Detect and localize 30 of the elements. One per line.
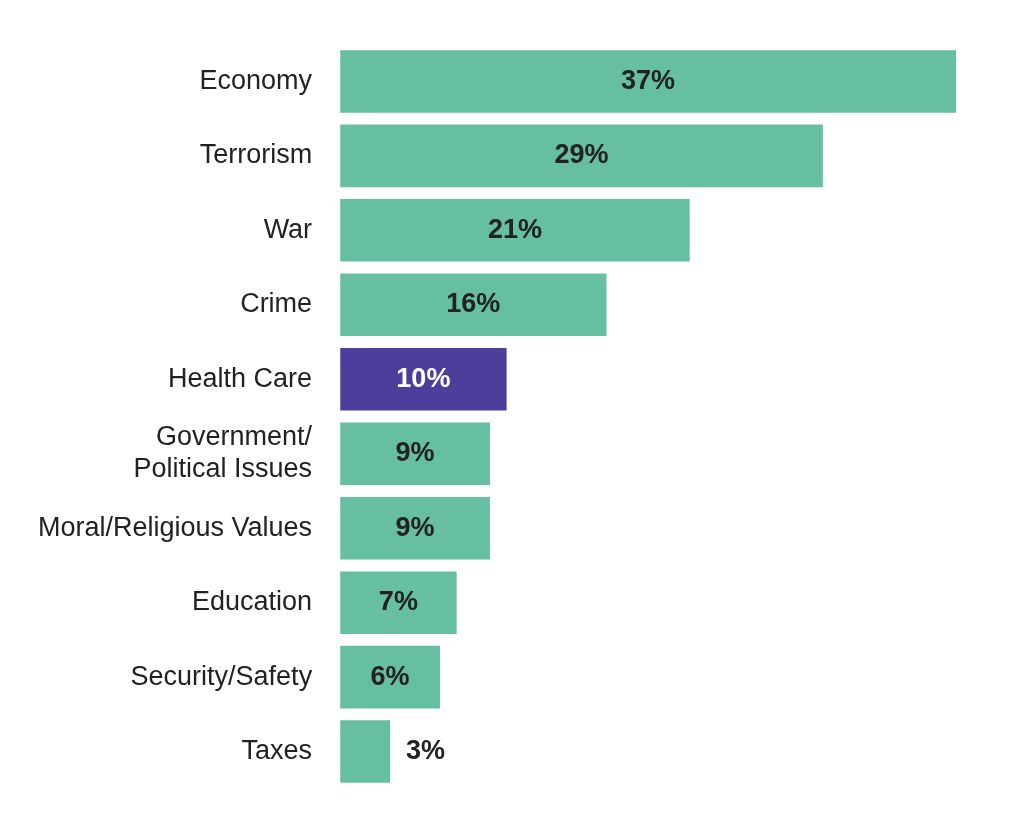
y-tick-label: Economy bbox=[199, 64, 313, 95]
bar bbox=[340, 273, 607, 337]
data-label: 7% bbox=[378, 586, 418, 617]
bar bbox=[340, 50, 957, 113]
y-tick-label: Moral/Religious Values bbox=[37, 511, 313, 542]
y-tick-label: Government/ Political Issues bbox=[133, 420, 313, 484]
bar bbox=[340, 124, 823, 188]
y-tick-label: Education bbox=[192, 586, 313, 617]
bar bbox=[340, 348, 507, 411]
y-tick-label: War bbox=[263, 213, 313, 244]
y-tick-label: Health Care bbox=[168, 362, 313, 393]
bar bbox=[340, 199, 690, 262]
data-label: 10% bbox=[396, 362, 451, 393]
data-label: 37% bbox=[621, 64, 676, 95]
bar bbox=[340, 720, 391, 783]
data-label: 3% bbox=[406, 735, 446, 766]
data-label: 9% bbox=[395, 437, 435, 468]
data-label: 9% bbox=[395, 511, 435, 542]
y-tick-label: Terrorism bbox=[199, 139, 313, 170]
bar bbox=[340, 571, 457, 634]
bar bbox=[340, 422, 490, 485]
data-label: 16% bbox=[446, 288, 501, 319]
y-tick-label: Security/Safety bbox=[130, 660, 313, 691]
data-label: 29% bbox=[554, 139, 609, 170]
y-tick-label: Taxes bbox=[241, 735, 313, 766]
y-tick-label: Crime bbox=[240, 288, 313, 319]
bar bbox=[340, 645, 441, 709]
bar bbox=[340, 496, 490, 560]
data-label: 21% bbox=[487, 213, 542, 244]
data-label: 6% bbox=[370, 660, 410, 691]
